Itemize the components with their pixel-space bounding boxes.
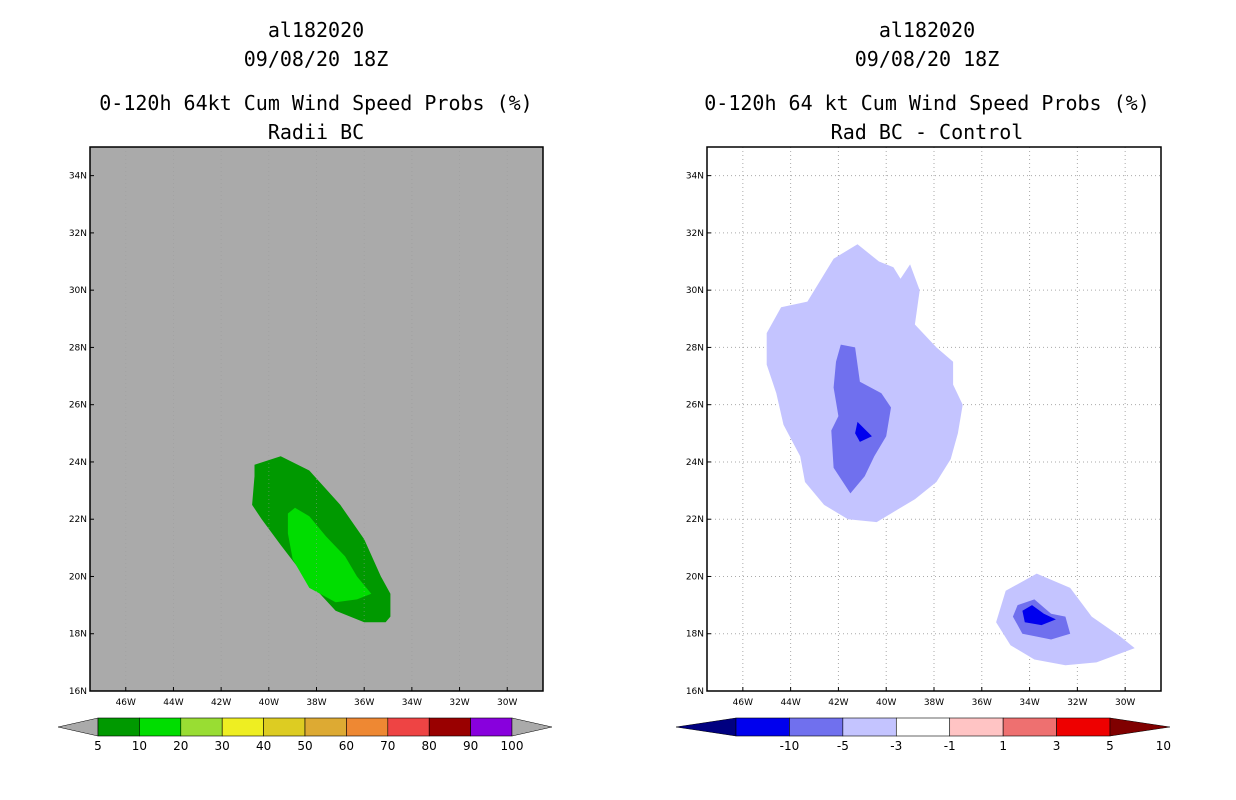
x-tick-label: 42W <box>828 698 848 708</box>
right-colorbar: -10 -5 -3 -1 1 3 5 10 <box>675 717 1171 753</box>
left-title: 0-120h 64kt Cum Wind Speed Probs (%) <box>99 91 532 115</box>
colorbar-label: 10 <box>132 739 147 753</box>
colorbar-swatch <box>949 717 1004 737</box>
y-tick-label: 20N <box>686 572 704 582</box>
colorbar-swatch <box>1056 717 1111 737</box>
contour-region <box>766 244 963 523</box>
contour-region <box>287 507 372 603</box>
x-tick-label: 46W <box>733 698 753 708</box>
colorbar-label: 20 <box>173 739 188 753</box>
x-tick-label: 38W <box>306 698 326 708</box>
y-tick-label: 28N <box>69 343 87 353</box>
colorbar-label: 5 <box>94 739 102 753</box>
right-subtitle: Rad BC - Control <box>831 120 1024 144</box>
x-tick-label: 34W <box>1019 698 1039 708</box>
y-tick-label: 18N <box>69 630 87 640</box>
colorbar-label: 5 <box>1106 739 1114 753</box>
colorbar-label: 70 <box>380 739 395 753</box>
y-tick-label: 30N <box>69 286 87 296</box>
y-tick-label: 30N <box>686 286 704 296</box>
y-tick-label: 16N <box>69 687 87 697</box>
colorbar-swatch <box>735 717 790 737</box>
colorbar-swatch <box>97 717 140 737</box>
contour-region <box>855 421 872 442</box>
y-tick-label: 22N <box>69 515 87 525</box>
x-tick-label: 32W <box>1067 698 1087 708</box>
colorbar-swatch <box>221 717 264 737</box>
left-panel: al182020 09/08/20 18Z 0-120h 64kt Cum Wi… <box>57 18 553 753</box>
right-panel: al182020 09/08/20 18Z 0-120h 64 kt Cum W… <box>675 18 1171 753</box>
x-tick-label: 36W <box>354 698 374 708</box>
right-storm-id: al182020 <box>879 18 975 42</box>
y-tick-label: 26N <box>69 401 87 411</box>
colorbar-swatch <box>895 717 951 737</box>
colorbar-under-triangle <box>675 717 737 737</box>
colorbar-label: 100 <box>501 739 524 753</box>
x-tick-label: 34W <box>402 698 422 708</box>
colorbar-label: 90 <box>463 739 478 753</box>
x-tick-label: 36W <box>972 698 992 708</box>
contour-region <box>1022 605 1056 626</box>
y-tick-label: 24N <box>69 458 87 468</box>
colorbar-swatch <box>1002 717 1057 737</box>
y-tick-label: 34N <box>686 172 704 182</box>
colorbar-label: -5 <box>837 739 849 753</box>
colorbar-swatch <box>180 717 223 737</box>
x-tick-label: 44W <box>780 698 800 708</box>
y-tick-label: 34N <box>69 172 87 182</box>
colorbar-label: -3 <box>890 739 902 753</box>
y-tick-label: 16N <box>686 687 704 697</box>
colorbar-label: 30 <box>215 739 230 753</box>
colorbar-over-triangle <box>511 717 553 737</box>
colorbar-swatch <box>470 717 513 737</box>
colorbar-swatch <box>263 717 306 737</box>
left-plot-area: 46W 44W 42W 40W 38W 36W 34W 32W 30W 34N 32N 30N 28N 2… <box>69 146 544 708</box>
colorbar-under-triangle <box>57 717 99 737</box>
colorbar-label: 3 <box>1053 739 1061 753</box>
colorbar-swatch <box>789 717 844 737</box>
x-tick-label: 32W <box>449 698 469 708</box>
colorbar-swatch <box>842 717 897 737</box>
y-tick-label: 24N <box>686 458 704 468</box>
y-tick-label: 32N <box>69 229 87 239</box>
x-tick-label: 42W <box>211 698 231 708</box>
x-tick-label: 40W <box>876 698 896 708</box>
colorbar-label: -1 <box>944 739 956 753</box>
right-plot-area: 46W 44W 42W 40W 38W 36W 34W 32W 30W 34N 32N 30N 28N 2… <box>686 146 1162 708</box>
colorbar-swatch <box>387 717 430 737</box>
y-tick-label: 26N <box>686 401 704 411</box>
left-storm-id: al182020 <box>268 18 364 42</box>
right-title: 0-120h 64 kt Cum Wind Speed Probs (%) <box>704 91 1150 115</box>
colorbar-label: 1 <box>999 739 1007 753</box>
colorbar-over-triangle <box>1109 717 1171 737</box>
left-subtitle: Radii BC <box>268 120 364 144</box>
colorbar-swatch <box>304 717 347 737</box>
colorbar-label: 50 <box>297 739 312 753</box>
left-date: 09/08/20 18Z <box>244 47 389 71</box>
x-tick-label: 30W <box>497 698 517 708</box>
colorbar-swatch <box>428 717 471 737</box>
x-tick-label: 40W <box>259 698 279 708</box>
x-tick-label: 38W <box>924 698 944 708</box>
colorbar-swatch <box>346 717 389 737</box>
colorbar-label: 40 <box>256 739 271 753</box>
y-tick-label: 32N <box>686 229 704 239</box>
x-tick-label: 30W <box>1115 698 1135 708</box>
y-tick-label: 20N <box>69 572 87 582</box>
contour-region <box>831 344 891 494</box>
y-tick-label: 18N <box>686 630 704 640</box>
right-date: 09/08/20 18Z <box>855 47 1000 71</box>
y-tick-label: 22N <box>686 515 704 525</box>
colorbar-label: 80 <box>422 739 437 753</box>
colorbar-label: 60 <box>339 739 354 753</box>
y-tick-label: 28N <box>686 343 704 353</box>
x-tick-label: 44W <box>163 698 183 708</box>
x-tick-label: 46W <box>116 698 136 708</box>
colorbar-label: 10 <box>1156 739 1171 753</box>
colorbar-label: -10 <box>780 739 800 753</box>
colorbar-swatch <box>139 717 182 737</box>
left-colorbar: 5 10 20 30 40 50 60 70 80 90 100 <box>57 717 553 753</box>
